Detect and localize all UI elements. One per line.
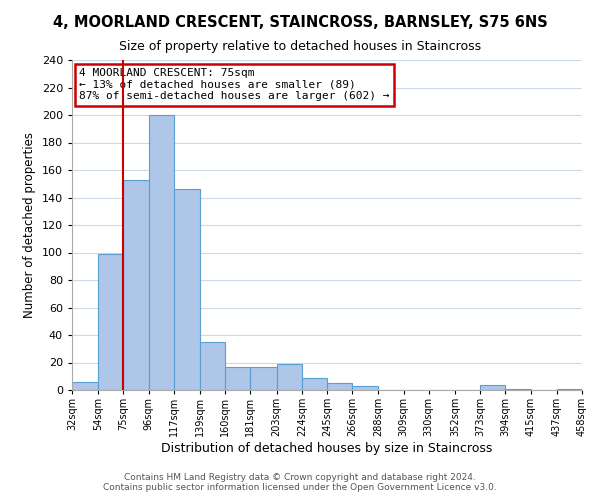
Bar xyxy=(505,388,530,390)
X-axis label: Distribution of detached houses by size in Staincross: Distribution of detached houses by size … xyxy=(161,442,493,455)
Bar xyxy=(225,366,250,390)
Text: Size of property relative to detached houses in Staincross: Size of property relative to detached ho… xyxy=(119,40,481,53)
Bar xyxy=(72,382,98,390)
Bar xyxy=(250,366,277,390)
Bar xyxy=(124,180,149,390)
Bar xyxy=(480,384,505,390)
Bar xyxy=(557,388,582,390)
Bar xyxy=(98,254,124,390)
Bar xyxy=(327,383,352,390)
Bar xyxy=(200,342,225,390)
Bar xyxy=(149,115,174,390)
Bar xyxy=(277,364,302,390)
Text: Contains HM Land Registry data © Crown copyright and database right 2024.
Contai: Contains HM Land Registry data © Crown c… xyxy=(103,473,497,492)
Bar xyxy=(302,378,327,390)
Bar xyxy=(174,189,200,390)
Bar xyxy=(352,386,379,390)
Y-axis label: Number of detached properties: Number of detached properties xyxy=(23,132,36,318)
Text: 4, MOORLAND CRESCENT, STAINCROSS, BARNSLEY, S75 6NS: 4, MOORLAND CRESCENT, STAINCROSS, BARNSL… xyxy=(53,15,547,30)
Text: 4 MOORLAND CRESCENT: 75sqm
← 13% of detached houses are smaller (89)
87% of semi: 4 MOORLAND CRESCENT: 75sqm ← 13% of deta… xyxy=(79,68,389,102)
